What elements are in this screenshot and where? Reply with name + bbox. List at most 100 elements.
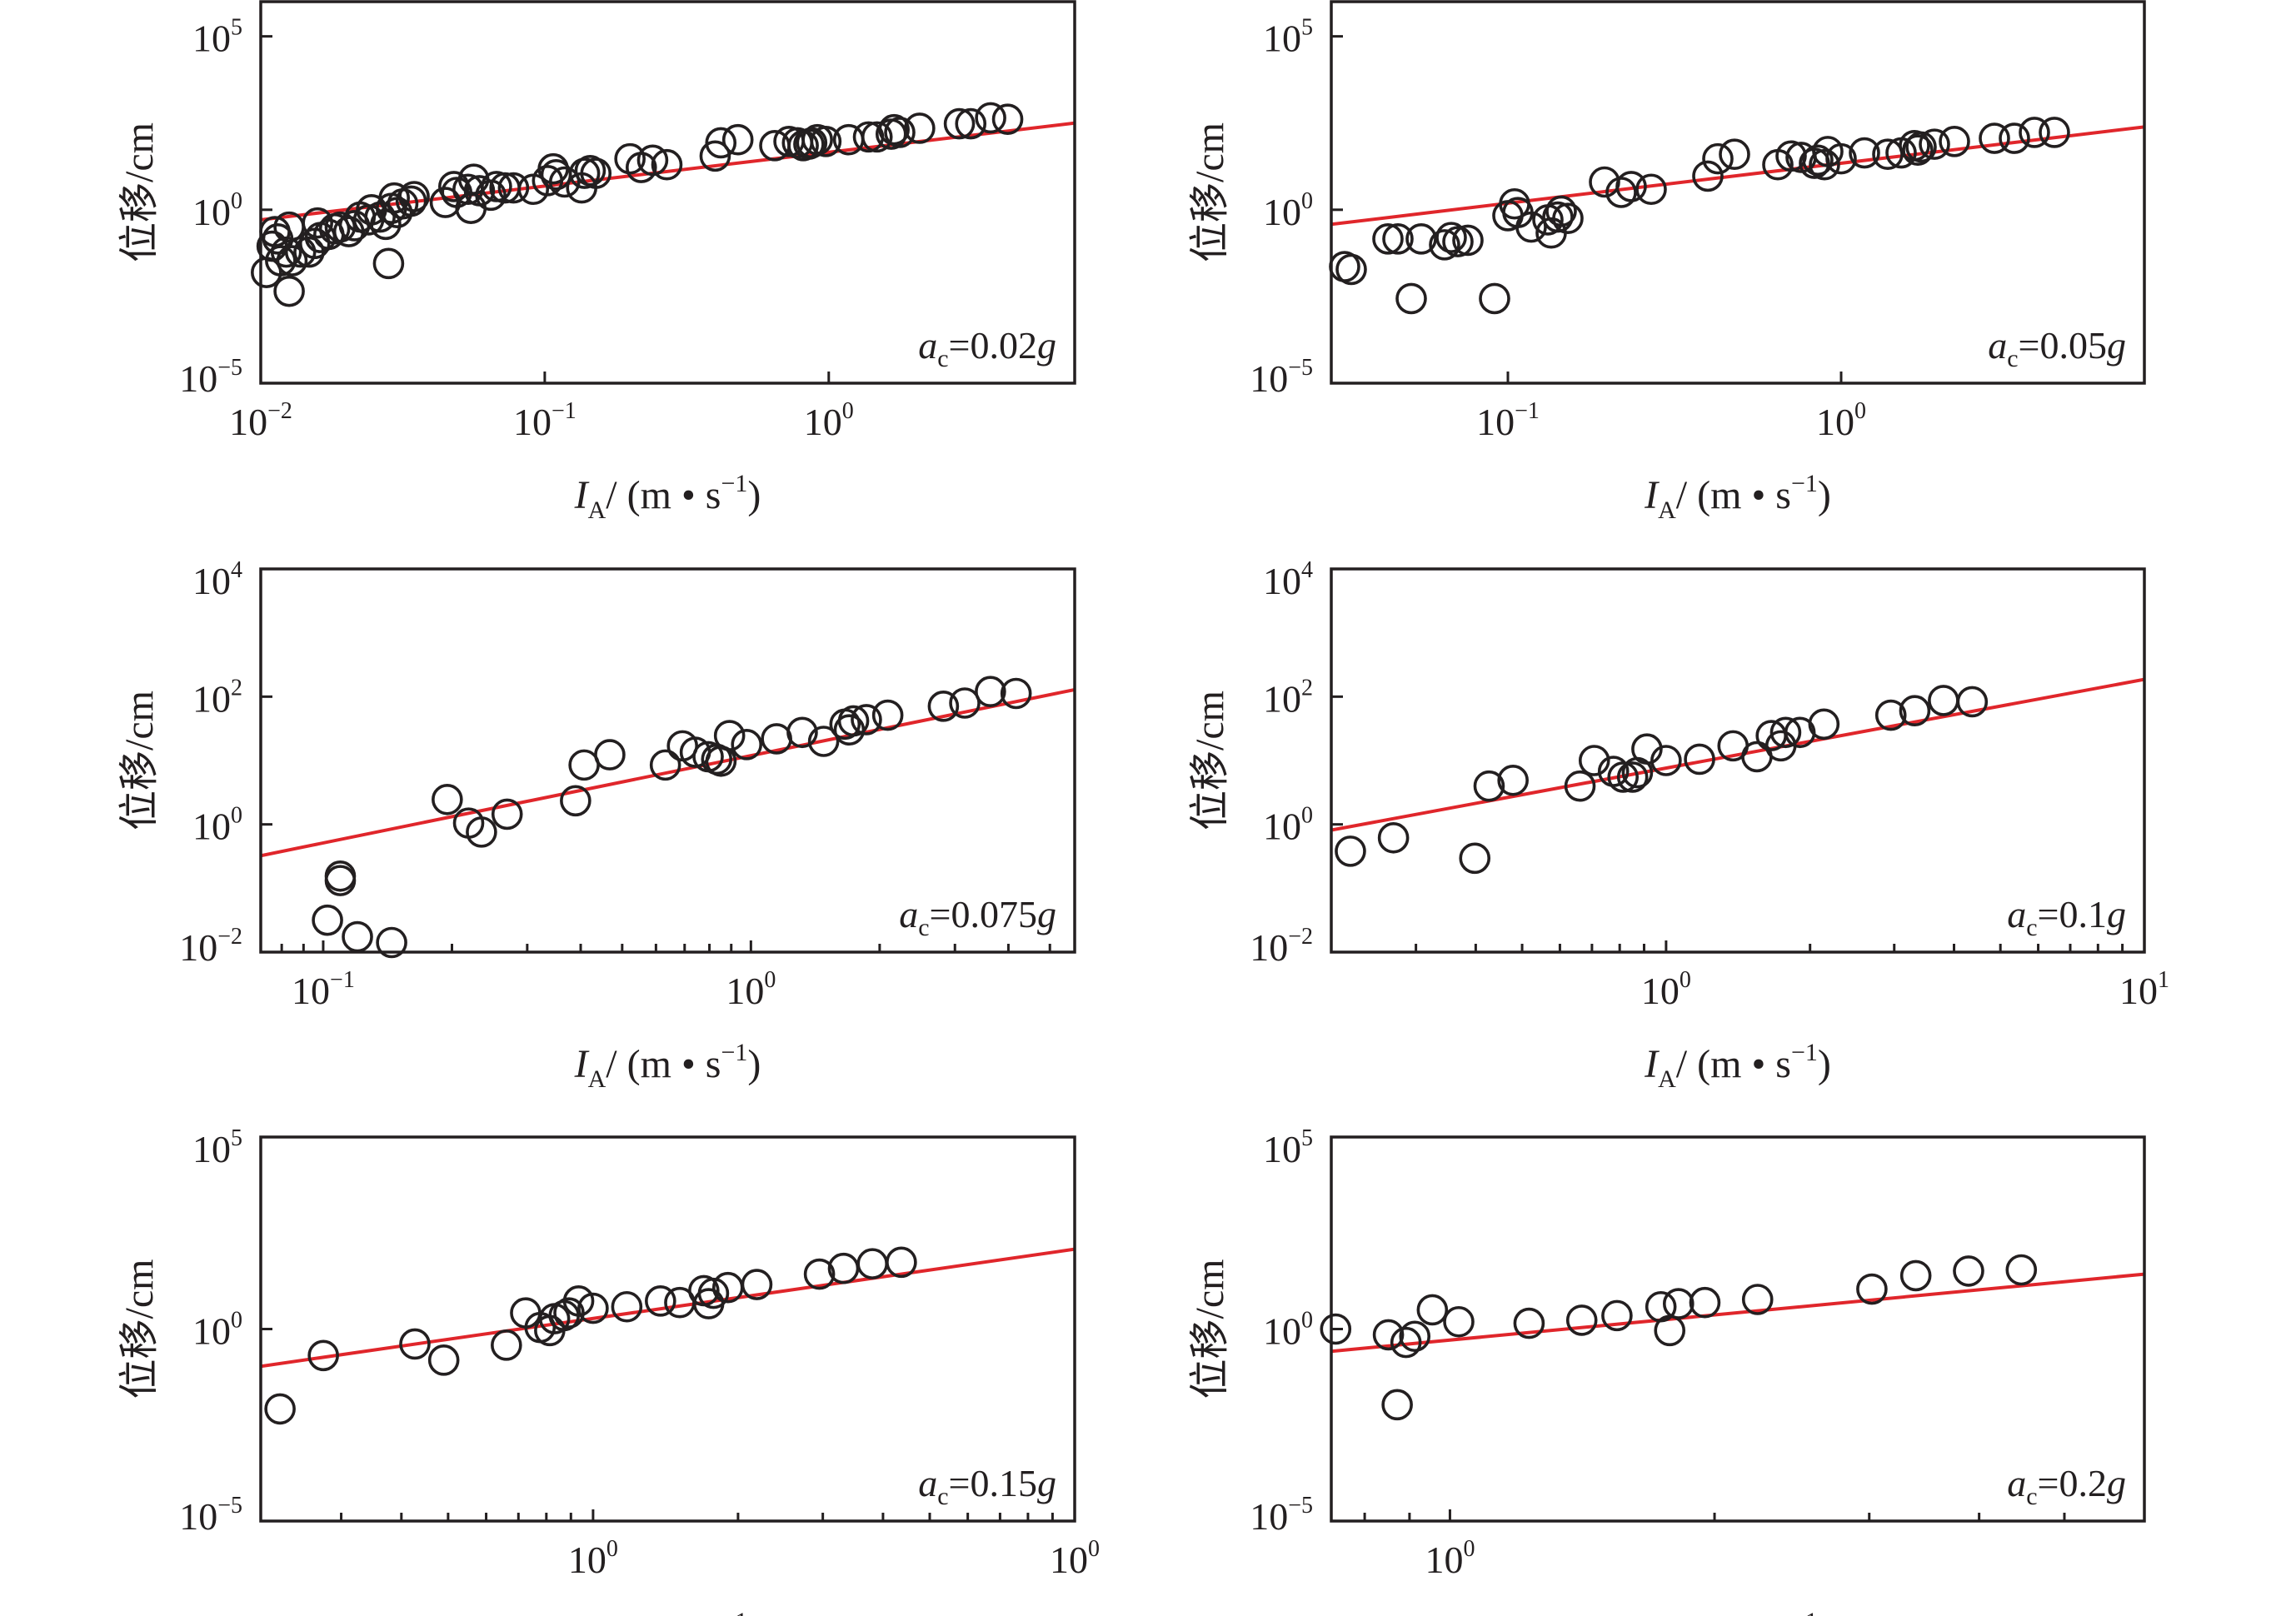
x-axis-title: IA/ (m • s−1) [574, 470, 761, 524]
annotation-symbol: a [918, 1462, 937, 1504]
annotation-value: =0.1 [2038, 893, 2107, 935]
data-point [312, 904, 343, 936]
data-point [1513, 1307, 1545, 1339]
annotation-value: =0.15 [949, 1462, 1037, 1504]
x-tick-label-base: 10 [513, 401, 552, 443]
y-axis-title: 位移/cm [1188, 1259, 1232, 1399]
annotation-unit: g [2107, 1462, 2126, 1504]
data-point [810, 125, 842, 157]
x-tick-label-exponent: 0 [606, 1536, 618, 1562]
y-tick-label: 102 [192, 675, 242, 720]
data-point [1905, 131, 1937, 163]
data-point [927, 691, 960, 722]
x-axis-title: IA/ (m • s−1) [574, 1039, 761, 1093]
y-tick-label-base: 10 [1263, 17, 1301, 60]
plot-frame [1330, 567, 2146, 954]
fit-line [261, 687, 1075, 858]
scatter-series [264, 1246, 917, 1425]
x-tick-label-exponent: 0 [1463, 1536, 1475, 1562]
annotation-subscript: c [937, 345, 948, 372]
y-tick-label-exponent: 5 [1301, 1125, 1313, 1151]
data-point [796, 127, 828, 159]
data-point [1999, 122, 2030, 154]
data-point [580, 157, 612, 189]
data-point [491, 798, 523, 830]
y-tick-label: 105 [192, 1125, 242, 1170]
data-point [1802, 144, 1834, 177]
x-tick-label-base: 10 [1816, 401, 1854, 443]
annotation-subscript: c [2026, 914, 2037, 941]
data-point [1928, 685, 1959, 716]
scatter-series [1320, 1254, 2038, 1421]
data-point [1635, 173, 1667, 206]
annotation-symbol: a [899, 893, 918, 935]
data-point [1874, 699, 1907, 731]
x-tick-label: 10−1 [1476, 398, 1540, 443]
data-point [560, 785, 591, 817]
data-point [1565, 1304, 1598, 1336]
data-point [803, 1258, 836, 1290]
y-tick-label-exponent: 2 [231, 675, 242, 701]
data-point [697, 1277, 730, 1309]
y-tick-label: 10−2 [1250, 924, 1313, 969]
data-point [731, 729, 763, 761]
data-point [807, 726, 840, 757]
scatter-series [312, 676, 1032, 959]
x-tick-label-base: 10 [1425, 1539, 1463, 1581]
y-tick-label-exponent: 0 [1301, 188, 1313, 214]
y-tick-label: 104 [1263, 557, 1313, 602]
data-point [975, 102, 1006, 134]
data-point [651, 148, 683, 181]
data-point [1902, 134, 1934, 167]
y-tick-label-base: 10 [192, 806, 231, 848]
y-axis-title: 位移/cm [117, 122, 162, 262]
y-tick-label: 10−5 [179, 355, 242, 400]
scatter-series [1335, 685, 1989, 875]
data-point [548, 166, 581, 198]
y-tick-label: 100 [192, 803, 242, 848]
data-point [577, 1292, 609, 1324]
data-point [1662, 1288, 1695, 1319]
plot-frame [1330, 0, 2146, 385]
data-point [1919, 128, 1950, 160]
y-tick-label-base: 10 [1250, 357, 1288, 400]
data-point [884, 117, 916, 148]
y-tick-label-exponent: 5 [1301, 15, 1313, 41]
data-point [562, 1285, 595, 1317]
data-point [713, 720, 746, 751]
y-tick-label-base: 10 [192, 191, 231, 233]
y-tick-label-base: 10 [192, 1310, 231, 1353]
y-tick-label-base: 10 [1250, 1495, 1288, 1538]
y-tick-label: 105 [1263, 1125, 1313, 1170]
data-point [273, 275, 305, 307]
critical-acceleration-label: ac=0.02g [918, 324, 1056, 372]
x-tick-label: 10−2 [229, 398, 292, 443]
data-point [1382, 222, 1414, 255]
y-tick-label-exponent: 0 [231, 1308, 242, 1334]
y-tick-label-base: 10 [179, 926, 217, 969]
data-point [991, 103, 1024, 135]
x-axis-title: IA/ (m • s−1) [1644, 1039, 1831, 1093]
data-point [649, 749, 681, 781]
data-point [378, 182, 411, 214]
data-point [943, 107, 976, 140]
data-point [975, 676, 1006, 708]
y-tick-label-base: 10 [1263, 1128, 1301, 1170]
annotation-value: =0.075 [930, 893, 1037, 935]
x-tick-label-base: 10 [2119, 970, 2158, 1012]
data-point [1578, 745, 1610, 776]
annotation-subscript: c [2007, 345, 2018, 372]
y-tick-label-exponent: −5 [217, 1493, 242, 1519]
x-tick-label: 10−1 [292, 967, 355, 1012]
data-point [1631, 733, 1663, 766]
data-point [721, 123, 754, 156]
x-tick-label: 100 [1816, 398, 1866, 443]
data-point [1899, 695, 1931, 727]
x-tick-label: 100 [726, 967, 776, 1012]
x-axis-title: IA/ (m • s−1) [1644, 470, 1831, 524]
y-tick-label-base: 10 [1263, 560, 1301, 602]
